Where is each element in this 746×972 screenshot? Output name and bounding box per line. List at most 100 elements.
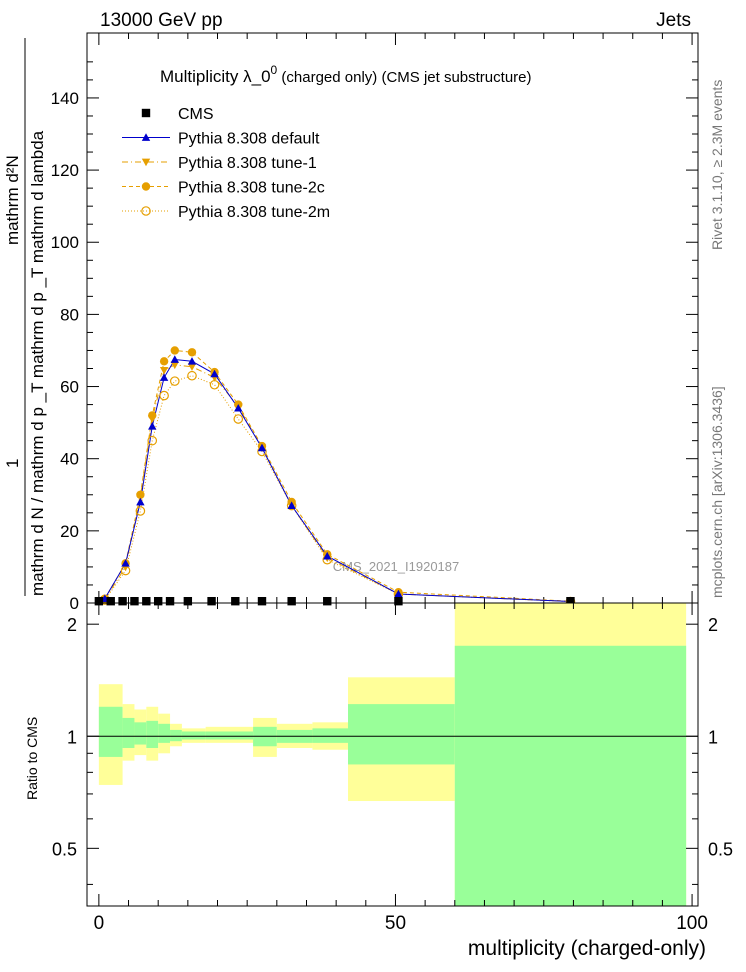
ratio-y-tick-label-right: 2	[708, 615, 718, 635]
y-tick-label: 20	[60, 522, 79, 541]
data-point	[135, 506, 146, 516]
data-point	[147, 435, 158, 446]
data-point	[207, 596, 216, 606]
data-point	[257, 443, 267, 452]
legend-marker	[141, 133, 151, 141]
data-point	[257, 596, 267, 606]
data-point	[234, 403, 243, 412]
ratio-inner-band	[134, 722, 147, 745]
header-jets-label: Jets	[656, 10, 691, 31]
ratio-inner-band	[205, 731, 254, 740]
y-tick-label: 100	[51, 233, 79, 252]
data-point	[187, 348, 197, 357]
ratio-inner-band	[158, 723, 171, 743]
y-tick-label: 0	[70, 594, 79, 613]
data-point	[148, 422, 157, 430]
data-point	[187, 363, 197, 371]
data-point	[94, 596, 104, 606]
ratio-panel: 0.5 0.5 1 1 2 2 0 50 100 Ratio to CMS	[24, 602, 733, 934]
mcplots-label: mcplots.cern.ch [arXiv:1306.3436]	[709, 386, 725, 598]
data-point	[159, 390, 169, 401]
data-point	[121, 559, 130, 567]
data-point	[136, 497, 145, 506]
legend-label: CMS	[178, 106, 214, 123]
ratio-inner-band	[348, 704, 455, 765]
data-point	[323, 551, 332, 560]
ratio-y-tick-label: 2	[67, 615, 77, 635]
legend-marker	[141, 108, 151, 118]
data-point	[148, 415, 157, 424]
main-y-label: 1 mathrm d N / mathrm d p _T mathrm d p …	[3, 38, 47, 596]
data-point	[169, 376, 180, 386]
ratio-inner-band	[98, 706, 123, 757]
x-tick-label: 100	[676, 913, 708, 934]
y-label-denominator: mathrm d N / mathrm d p _T mathrm d p _T…	[28, 130, 47, 596]
chart-title-rest: (charged only) (CMS jet substructure)	[277, 69, 531, 86]
ratio-y-tick-label-right: 0.5	[708, 839, 733, 859]
legend-marker	[141, 206, 151, 216]
ratio-y-axis: 0.5 0.5 1 1 2 2	[52, 615, 733, 885]
ratio-x-axis: 0 50 100	[94, 603, 708, 934]
ratio-y-tick-label: 0.5	[52, 839, 77, 859]
data-point	[118, 596, 127, 606]
data-point	[170, 361, 179, 370]
ratio-inner-band	[181, 731, 206, 740]
series-line	[104, 358, 571, 603]
data-point	[142, 596, 151, 606]
legend-label: Pythia 8.308 default	[178, 131, 320, 148]
series-line	[104, 364, 571, 603]
x-axis-label: multiplicity (charged-only)	[468, 937, 706, 960]
series-layer	[94, 346, 576, 607]
data-point	[566, 596, 575, 606]
data-point	[170, 346, 179, 355]
data-point	[287, 596, 296, 606]
ratio-plot-frame	[86, 602, 699, 907]
data-point	[159, 373, 169, 381]
ratio-inner-band	[122, 717, 135, 748]
legend-marker	[141, 182, 151, 191]
legend-marker	[141, 158, 151, 167]
ratio-bands	[98, 603, 687, 906]
data-point	[231, 596, 240, 606]
data-point	[106, 596, 115, 606]
ratio-inner-band	[146, 720, 159, 748]
data-point	[130, 596, 139, 606]
legend: CMS Pythia 8.308 default Pythia 8.308 tune…	[122, 106, 330, 221]
data-point	[170, 355, 179, 363]
data-point	[183, 596, 193, 606]
ratio-y-tick-label-right: 1	[708, 727, 718, 747]
x-tick-label: 50	[385, 913, 406, 934]
series-line	[104, 349, 571, 602]
ratio-y-label: Ratio to CMS	[24, 717, 40, 800]
chart-title-sup: 0	[271, 63, 278, 77]
data-point	[287, 501, 296, 509]
ratio-inner-band	[312, 728, 349, 743]
ratio-inner-band	[454, 645, 687, 906]
data-point	[153, 596, 163, 606]
main-y-axis: 0 20 40 60 80 100 120 140	[51, 61, 698, 613]
y-tick-label: 80	[60, 305, 79, 324]
data-point	[210, 369, 219, 378]
y-tick-label: 60	[60, 378, 79, 397]
data-point	[233, 414, 244, 424]
y-tick-label: 40	[60, 450, 79, 469]
watermark-label: CMS_2021_I1920187	[333, 559, 460, 574]
chart-title-main: Multiplicity λ_0	[160, 67, 271, 86]
header-energy-label: 13000 GeV pp	[100, 10, 223, 31]
ratio-inner-band	[170, 729, 182, 742]
rivet-label: Rivet 3.1.10, ≥ 2.3M events	[709, 80, 725, 250]
data-point	[209, 379, 220, 390]
main-panel: 0 20 40 60 80 100 120 140 CMS_2021_I1920187 Mul…	[51, 32, 699, 613]
y-tick-label: 140	[51, 89, 79, 108]
data-point	[394, 596, 403, 606]
chart-title: Multiplicity λ_00 (charged only) (CMS je…	[160, 63, 532, 86]
legend-label: Pythia 8.308 tune-2c	[178, 180, 325, 197]
data-point	[136, 493, 145, 501]
x-tick-label: 0	[94, 913, 105, 934]
data-point	[165, 596, 175, 606]
data-point	[159, 357, 169, 366]
data-point	[159, 366, 169, 375]
data-point	[187, 357, 197, 365]
legend-label: Pythia 8.308 tune-1	[178, 155, 317, 172]
